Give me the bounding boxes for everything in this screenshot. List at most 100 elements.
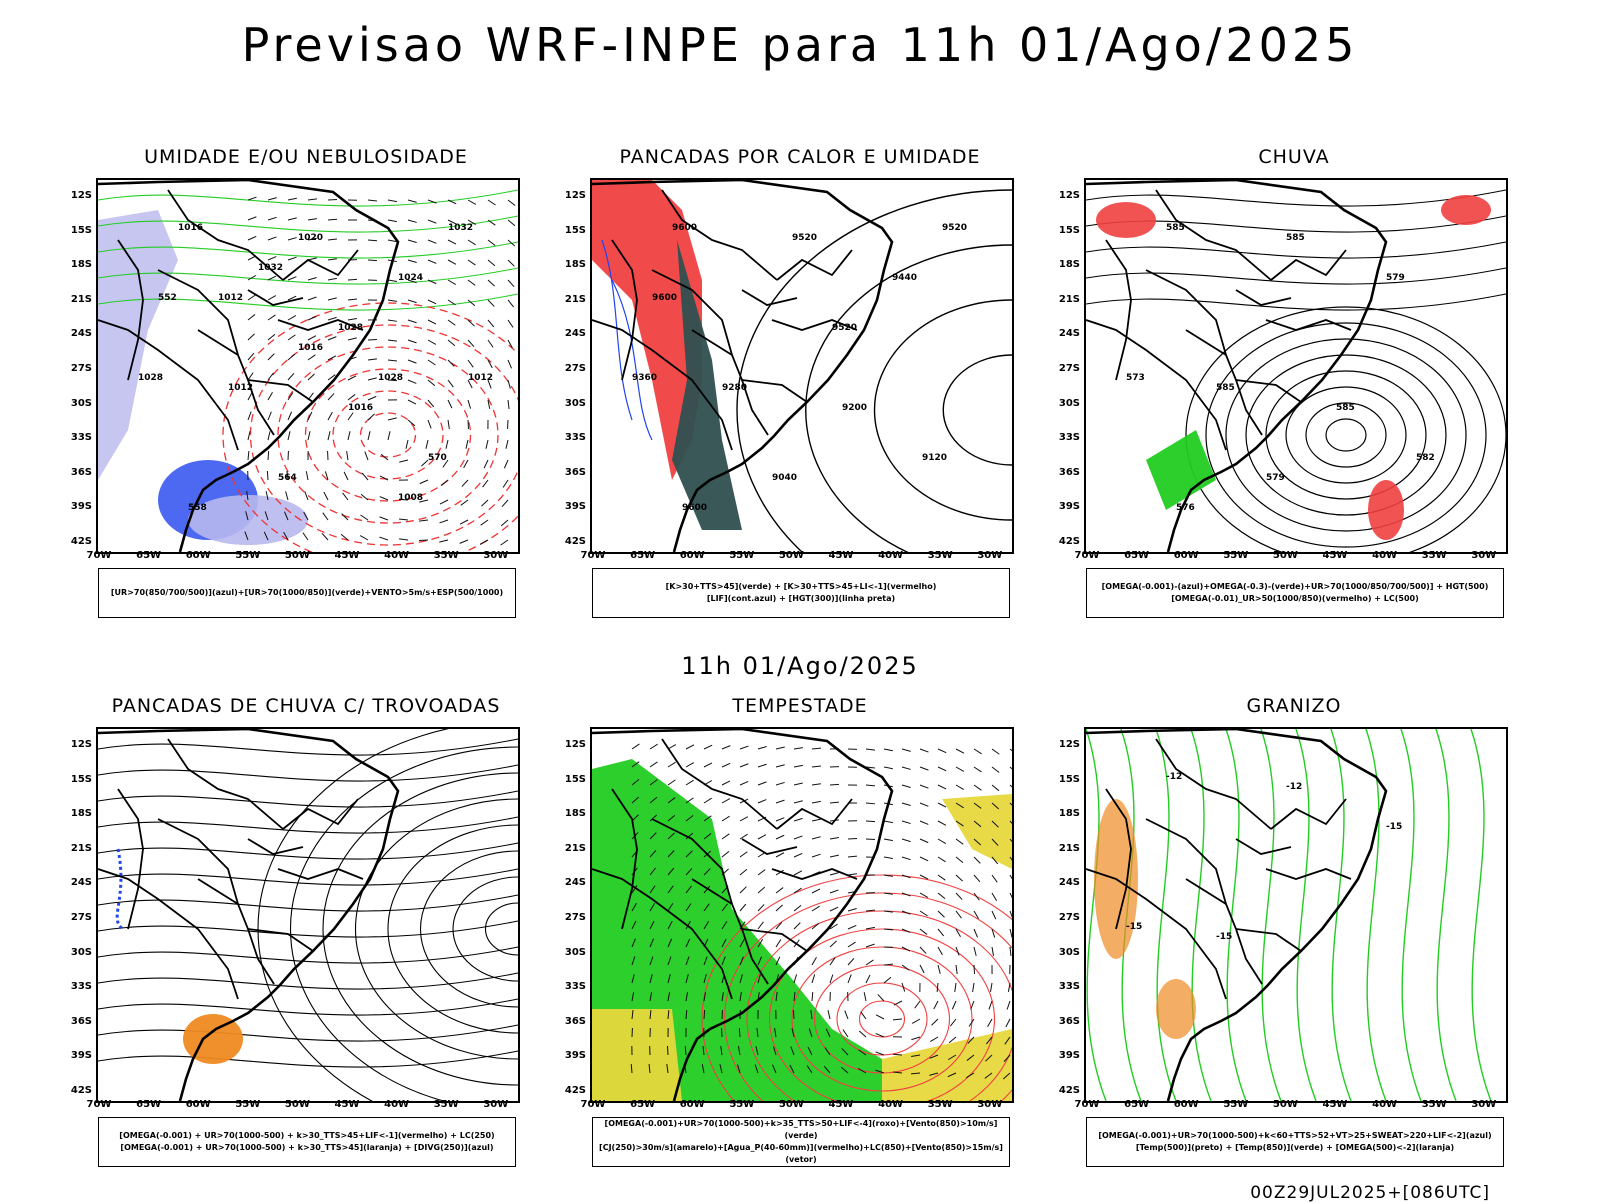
wind-vector [812,819,821,821]
wind-vector [303,533,308,540]
wind-vector [268,237,276,240]
contour-label: 9600 [652,293,677,303]
lc250-streamline [98,869,518,885]
state-border [1236,290,1291,305]
contour-label: 1016 [298,343,323,353]
wind-vector [408,420,415,426]
contour-label: 9280 [722,383,747,393]
wind-vector [288,316,296,320]
wind-vector [866,975,870,983]
wind-vector [428,380,435,386]
legend-box: [OMEGA(-0.001)+UR>70(1000-500)+k>35_TTS>… [592,1117,1010,1167]
wind-vector [439,520,448,523]
temp850-contour [1261,729,1281,1101]
contour-label: 9520 [942,223,967,233]
wind-vector [268,257,276,260]
lon-tick-label: 45W [332,550,362,561]
wind-vector [379,537,388,540]
wind-vector [481,520,488,525]
state-border [98,869,238,999]
wind-vector [776,905,783,911]
wind-vector [388,340,397,341]
wind-vector [380,497,388,500]
wind-vector [989,1001,992,1009]
state-border [1156,739,1271,829]
state-border [1266,869,1351,879]
lat-tick-label: 18S [1054,808,1080,819]
wind-vector [388,200,397,202]
map-panel [96,727,520,1103]
wind-vector [328,239,337,240]
wind-vector [428,240,436,243]
wind-vector [992,947,994,956]
lat-tick-label: 42S [560,1085,586,1096]
contour-label: 9600 [682,503,707,513]
wind-vector [938,875,945,880]
wind-vector [268,296,276,300]
wind-vector [974,893,979,900]
wind-vector [848,856,857,857]
wind-vector [973,983,974,992]
wind-vector [328,337,336,340]
state-border [1271,250,1346,280]
wind-vector [704,745,712,749]
wind-vector [508,400,509,409]
lc250-streamline [98,895,518,911]
wind-vector [448,360,454,366]
wind-vector [884,821,893,823]
lc250-streamline [98,973,518,989]
wind-vector [949,1037,956,1043]
lon-tick-label: 65W [628,550,658,561]
wind-vector [950,1019,956,1026]
wind-vector [368,200,377,201]
wind-vector [388,360,397,361]
lon-tick-label: 55W [1221,550,1251,561]
legend-line: [UR>70(850/700/500)](azul)+[UR>70(1000/8… [99,587,515,599]
contour-label: -15 [1126,922,1142,932]
wind-vector [380,517,388,520]
hgt300-contour [943,355,1012,465]
lat-tick-label: 33S [560,981,586,992]
wind-vector [920,785,928,788]
wind-vector [740,746,748,749]
wind-vector [406,440,408,449]
wind-vector [348,413,353,420]
wind-vector [468,240,476,245]
wind-vector [866,944,875,947]
contour-label: 1008 [398,493,423,503]
wind-vector [399,460,408,462]
wind-vector [1010,875,1012,883]
wind-vector [812,906,820,911]
map-canvas: 1016102010241028101210165705645585521032… [98,180,518,552]
wind-vector [740,904,746,911]
wind-vector [848,838,857,839]
wind-vector [740,817,748,821]
lon-tick-label: 65W [628,1099,658,1110]
contour-label: 9520 [832,323,857,333]
contour-label: 1012 [218,293,243,303]
wind-vector [740,781,748,785]
lat-tick-label: 15S [1054,774,1080,785]
lc250-streamline [98,1051,518,1067]
wind-vector [974,749,982,754]
lc850-contour [837,983,927,1055]
lat-tick-label: 18S [66,808,92,819]
wind-vector [938,839,946,844]
wind-vector [506,440,508,449]
wind-vector [956,965,957,974]
contour-label: 9120 [922,453,947,463]
lat-tick-label: 15S [66,225,92,236]
wind-vector [348,431,350,440]
wind-vector [408,220,417,222]
lat-tick-label: 39S [1054,1050,1080,1061]
wind-vector [955,983,956,992]
wind-vector [268,392,273,400]
wind-vector [974,857,980,863]
lon-tick-label: 45W [1320,1099,1350,1110]
wind-vector [1007,1001,1010,1010]
wind-vector [508,300,514,307]
wind-vector [650,762,657,767]
omega-orange [1156,979,1196,1039]
wind-vector [812,748,821,749]
lat-tick-label: 33S [1054,981,1080,992]
